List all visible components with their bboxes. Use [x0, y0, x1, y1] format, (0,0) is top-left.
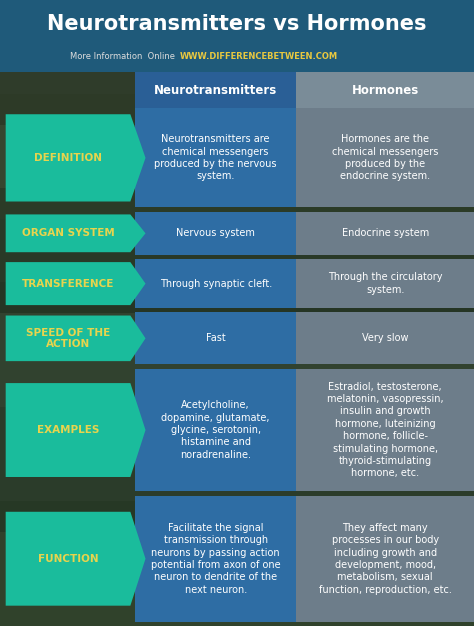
- FancyBboxPatch shape: [135, 312, 296, 364]
- FancyBboxPatch shape: [0, 501, 474, 626]
- FancyBboxPatch shape: [0, 407, 474, 532]
- FancyBboxPatch shape: [135, 496, 296, 622]
- Text: Neurotransmitters vs Hormones: Neurotransmitters vs Hormones: [47, 14, 427, 34]
- Text: They affect many
processes in our body
including growth and
development, mood,
m: They affect many processes in our body i…: [319, 523, 452, 595]
- FancyBboxPatch shape: [296, 312, 474, 364]
- Text: ORGAN SYSTEM: ORGAN SYSTEM: [22, 228, 114, 239]
- Text: Endocrine system: Endocrine system: [341, 228, 429, 239]
- FancyBboxPatch shape: [0, 188, 474, 313]
- FancyBboxPatch shape: [296, 212, 474, 255]
- Text: EXAMPLES: EXAMPLES: [37, 425, 99, 435]
- Polygon shape: [6, 512, 146, 606]
- FancyBboxPatch shape: [135, 108, 296, 207]
- Text: SPEED OF THE
ACTION: SPEED OF THE ACTION: [26, 327, 110, 349]
- Polygon shape: [6, 316, 146, 361]
- Polygon shape: [6, 383, 146, 477]
- Polygon shape: [6, 115, 146, 202]
- Text: Through the circulatory
system.: Through the circulatory system.: [328, 272, 442, 295]
- FancyBboxPatch shape: [296, 259, 474, 308]
- FancyBboxPatch shape: [296, 369, 474, 491]
- Text: Neurotransmitters are
chemical messengers
produced by the nervous
system.: Neurotransmitters are chemical messenger…: [155, 135, 277, 182]
- Text: Neurotransmitters: Neurotransmitters: [154, 84, 277, 96]
- FancyBboxPatch shape: [0, 94, 474, 219]
- FancyBboxPatch shape: [135, 212, 296, 255]
- Text: Facilitate the signal
transmission through
neurons by passing action
potential f: Facilitate the signal transmission throu…: [151, 523, 281, 595]
- Text: DEFINITION: DEFINITION: [34, 153, 102, 163]
- Text: Hormones: Hormones: [352, 84, 419, 96]
- FancyBboxPatch shape: [0, 0, 474, 125]
- Text: Estradiol, testosterone,
melatonin, vasopressin,
insulin and growth
hormone, lut: Estradiol, testosterone, melatonin, vaso…: [327, 382, 444, 478]
- Text: FUNCTION: FUNCTION: [38, 554, 98, 564]
- FancyBboxPatch shape: [0, 282, 474, 407]
- Text: TRANSFERENCE: TRANSFERENCE: [22, 279, 114, 289]
- Text: Through synaptic cleft.: Through synaptic cleft.: [160, 279, 272, 289]
- Text: More Information  Online: More Information Online: [70, 52, 175, 61]
- Text: Acetylcholine,
dopamine, glutamate,
glycine, serotonin,
histamine and
noradrenal: Acetylcholine, dopamine, glutamate, glyc…: [162, 400, 270, 460]
- FancyBboxPatch shape: [135, 259, 296, 308]
- Polygon shape: [6, 262, 146, 305]
- FancyBboxPatch shape: [135, 369, 296, 491]
- FancyBboxPatch shape: [296, 496, 474, 622]
- FancyBboxPatch shape: [0, 0, 474, 72]
- Text: Fast: Fast: [206, 333, 226, 343]
- Text: Hormones are the
chemical messengers
produced by the
endocrine system.: Hormones are the chemical messengers pro…: [332, 135, 438, 182]
- FancyBboxPatch shape: [296, 108, 474, 207]
- FancyBboxPatch shape: [135, 72, 296, 108]
- Text: Very slow: Very slow: [362, 333, 409, 343]
- Text: Nervous system: Nervous system: [176, 228, 255, 239]
- Polygon shape: [6, 215, 146, 252]
- Text: WWW.DIFFERENCEBETWEEN.COM: WWW.DIFFERENCEBETWEEN.COM: [180, 52, 338, 61]
- FancyBboxPatch shape: [296, 72, 474, 108]
